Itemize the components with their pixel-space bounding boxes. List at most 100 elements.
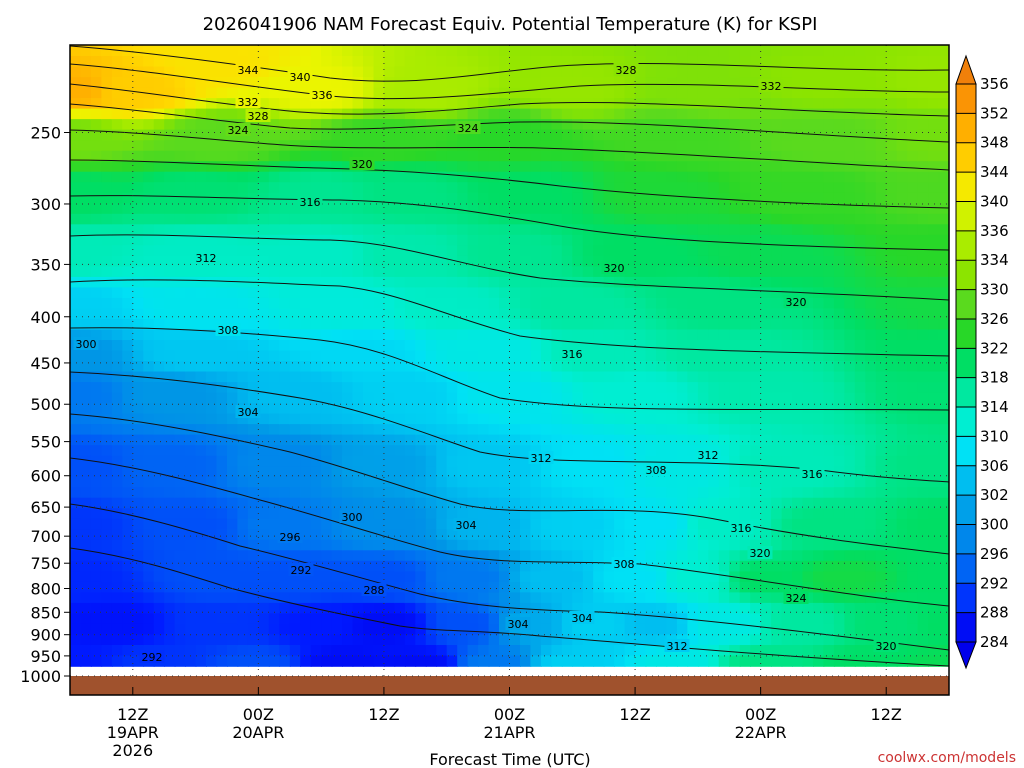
field-cell bbox=[122, 182, 134, 194]
field-cell bbox=[331, 445, 343, 457]
field-cell bbox=[415, 529, 427, 541]
field-cell bbox=[488, 371, 500, 383]
field-cell bbox=[289, 571, 302, 583]
field-cell bbox=[457, 634, 469, 646]
field-cell bbox=[383, 297, 396, 310]
field-cell bbox=[457, 392, 469, 404]
field-cell bbox=[886, 529, 898, 541]
field-cell bbox=[90, 403, 103, 415]
field-cell bbox=[331, 434, 343, 446]
field-cell bbox=[875, 392, 888, 404]
field-cell bbox=[279, 108, 291, 120]
field-cell bbox=[143, 550, 155, 562]
field-cell bbox=[708, 140, 720, 152]
field-cell bbox=[635, 77, 647, 89]
field-cell bbox=[844, 119, 856, 131]
field-cell bbox=[614, 371, 626, 383]
field-cell bbox=[781, 413, 793, 425]
field-cell bbox=[143, 255, 155, 268]
field-cell bbox=[216, 350, 228, 362]
field-cell bbox=[907, 466, 919, 478]
field-cell bbox=[813, 161, 825, 173]
field-cell bbox=[352, 297, 364, 310]
field-cell bbox=[593, 645, 605, 657]
field-cell bbox=[247, 602, 260, 615]
field-cell bbox=[708, 392, 720, 404]
field-cell bbox=[624, 119, 636, 131]
field-cell bbox=[520, 182, 532, 194]
field-cell bbox=[697, 108, 710, 120]
field-cell bbox=[268, 234, 281, 247]
field-cell bbox=[436, 98, 448, 110]
field-cell bbox=[352, 476, 364, 488]
field-cell bbox=[896, 340, 908, 352]
field-cell bbox=[111, 602, 124, 615]
field-cell bbox=[289, 392, 302, 404]
field-cell bbox=[540, 255, 553, 268]
field-cell bbox=[593, 203, 605, 215]
field-cell bbox=[551, 539, 563, 552]
field-cell bbox=[865, 413, 877, 425]
field-cell bbox=[321, 266, 333, 278]
field-cell bbox=[363, 529, 375, 541]
field-cell bbox=[781, 634, 793, 646]
chart-title: 2026041906 NAM Forecast Equiv. Potential… bbox=[203, 14, 818, 35]
field-cell bbox=[645, 203, 657, 215]
field-cell bbox=[875, 455, 888, 467]
field-cell bbox=[760, 350, 772, 362]
field-cell bbox=[561, 550, 574, 562]
field-cell bbox=[896, 224, 908, 236]
field-cell bbox=[237, 361, 249, 373]
field-cell bbox=[760, 602, 772, 615]
field-cell bbox=[676, 382, 689, 394]
field-cell bbox=[656, 539, 668, 552]
field-cell bbox=[415, 255, 427, 268]
field-cell bbox=[802, 539, 814, 552]
field-cell bbox=[886, 224, 898, 236]
field-cell bbox=[70, 497, 82, 509]
field-cell bbox=[771, 581, 783, 594]
field-cell bbox=[572, 150, 584, 162]
field-cell bbox=[593, 182, 605, 194]
field-cell bbox=[687, 77, 699, 89]
field-cell bbox=[614, 434, 626, 446]
field-cell bbox=[478, 45, 490, 57]
field-cell bbox=[331, 592, 343, 604]
field-cell bbox=[928, 655, 940, 667]
field-cell bbox=[739, 424, 751, 436]
field-cell bbox=[268, 255, 281, 268]
field-cell bbox=[614, 613, 626, 625]
field-cell bbox=[373, 487, 385, 499]
field-cell bbox=[195, 550, 207, 562]
field-cell bbox=[132, 287, 145, 299]
field-cell bbox=[415, 634, 427, 646]
field-cell bbox=[656, 645, 668, 657]
field-cell bbox=[446, 192, 458, 205]
field-cell bbox=[394, 224, 406, 236]
field-cell bbox=[185, 445, 197, 457]
field-cell bbox=[467, 318, 479, 331]
field-cell bbox=[321, 56, 333, 68]
field-cell bbox=[676, 455, 689, 467]
field-cell bbox=[331, 245, 343, 257]
field-cell bbox=[185, 602, 197, 615]
field-cell bbox=[520, 560, 532, 573]
field-cell bbox=[174, 413, 186, 425]
field-cell bbox=[185, 255, 197, 268]
field-cell bbox=[823, 77, 835, 89]
field-cell bbox=[174, 382, 186, 394]
field-cell bbox=[394, 655, 406, 667]
field-cell bbox=[383, 245, 396, 257]
field-cell bbox=[813, 455, 825, 467]
field-cell bbox=[917, 329, 929, 341]
field-cell bbox=[499, 550, 511, 562]
field-cell bbox=[80, 560, 92, 573]
field-cell bbox=[802, 161, 814, 173]
field-cell bbox=[687, 182, 699, 194]
field-cell bbox=[813, 434, 825, 446]
field-cell bbox=[300, 466, 312, 478]
field-cell bbox=[164, 287, 176, 299]
field-cell bbox=[582, 487, 595, 499]
field-cell bbox=[153, 434, 165, 446]
field-cell bbox=[509, 171, 521, 183]
